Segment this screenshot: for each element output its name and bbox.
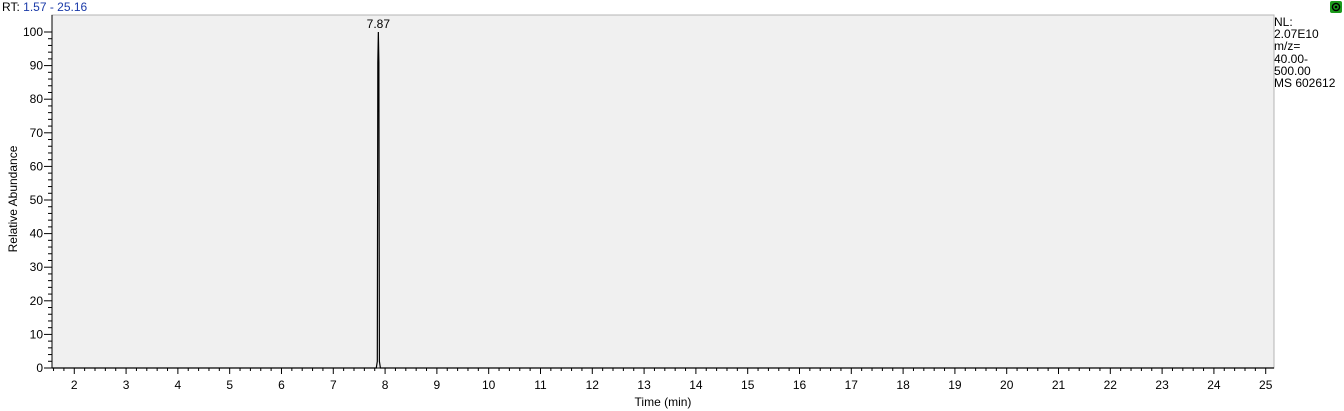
y-tick-label: 20 <box>30 294 44 308</box>
x-tick-label: 23 <box>1155 378 1169 392</box>
x-tick-label: 11 <box>534 378 547 392</box>
x-tick-label: 8 <box>382 378 389 392</box>
peak-label: 7.87 <box>367 17 391 31</box>
y-tick-label: 50 <box>30 193 44 207</box>
x-tick-label: 16 <box>793 378 807 392</box>
y-axis-ticks: 0 10 20 30 40 50 60 70 80 90 100 <box>23 25 52 375</box>
series-line <box>52 31 1274 369</box>
x-tick-label: 10 <box>482 378 496 392</box>
rt-range-header: RT: 1.57 - 25.16 <box>2 0 87 14</box>
y-tick-label: 10 <box>30 327 44 341</box>
info-line-mz: m/z= <box>1274 39 1301 54</box>
y-tick-label: 30 <box>30 260 44 274</box>
x-tick-label: 12 <box>586 378 600 392</box>
x-tick-label: 18 <box>896 378 910 392</box>
y-tick-label: 70 <box>30 126 44 140</box>
x-tick-label: 3 <box>123 378 130 392</box>
rt-range-value: 1.57 - 25.16 <box>23 0 88 14</box>
y-tick-label: 100 <box>23 25 43 39</box>
x-axis-ticks: 2 3 4 5 6 7 8 9 10 11 12 13 14 15 16 17 18 19 20 21 22 23 24 25 <box>53 368 1273 392</box>
info-line-scan-mode: MS 602612 <box>1274 76 1336 91</box>
x-tick-label: 6 <box>278 378 285 392</box>
x-tick-label: 5 <box>226 378 233 392</box>
x-tick-label: 14 <box>689 378 703 392</box>
y-tick-label: 0 <box>36 361 43 375</box>
x-tick-label: 21 <box>1052 378 1066 392</box>
info-line-mz-high: 500.00 <box>1274 63 1311 78</box>
x-tick-label: 24 <box>1207 378 1221 392</box>
x-tick-label: 13 <box>637 378 651 392</box>
x-tick-label: 2 <box>71 378 78 392</box>
rt-label: RT: <box>2 0 20 14</box>
x-tick-label: 22 <box>1104 378 1118 392</box>
info-line-nl: NL: <box>1274 15 1293 29</box>
x-tick-label: 20 <box>1000 378 1014 392</box>
x-tick-label: 19 <box>948 378 962 392</box>
x-tick-label: 7 <box>330 378 337 392</box>
link-icon[interactable] <box>1330 1 1342 13</box>
x-tick-label: 25 <box>1259 378 1273 392</box>
x-tick-label: 15 <box>741 378 755 392</box>
info-line-mz-low: 40.00- <box>1274 51 1309 66</box>
annotations-group: 7.87 <box>367 17 391 31</box>
y-axis-label: Relative Abundance <box>6 145 20 252</box>
y-tick-label: 90 <box>30 59 44 73</box>
plot-area <box>51 14 1275 369</box>
x-tick-label: 4 <box>175 378 182 392</box>
series-group <box>52 31 1274 369</box>
x-tick-label: 9 <box>434 378 441 392</box>
y-tick-label: 60 <box>30 159 44 173</box>
info-panel: NL: 2.07E10 m/z= 40.00- 500.00 MS 602612 <box>1274 16 1335 89</box>
x-tick-label: 17 <box>845 378 859 392</box>
y-tick-label: 80 <box>30 92 44 106</box>
x-axis-label: Time (min) <box>635 395 692 409</box>
y-tick-label: 40 <box>30 227 44 241</box>
info-line-nl-value: 2.07E10 <box>1274 27 1319 42</box>
